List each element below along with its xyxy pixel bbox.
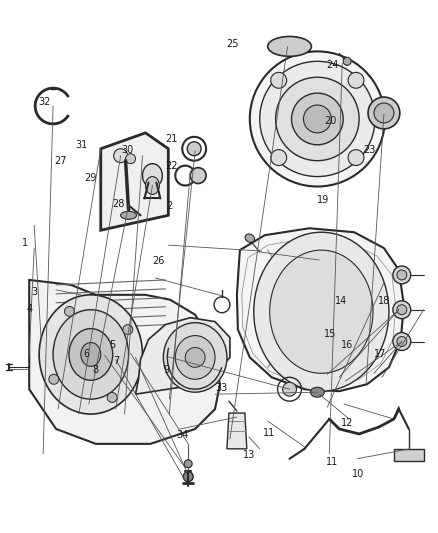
Ellipse shape <box>283 382 297 396</box>
Text: 19: 19 <box>317 195 329 205</box>
Ellipse shape <box>183 472 193 482</box>
Ellipse shape <box>120 212 137 219</box>
Ellipse shape <box>123 325 133 335</box>
Text: 32: 32 <box>39 98 51 107</box>
Ellipse shape <box>145 176 159 195</box>
Ellipse shape <box>276 77 359 160</box>
Ellipse shape <box>271 150 287 166</box>
Text: 8: 8 <box>92 365 98 375</box>
Text: 27: 27 <box>54 156 67 166</box>
Ellipse shape <box>292 93 343 145</box>
Text: 28: 28 <box>113 199 125 209</box>
Text: 23: 23 <box>363 145 375 155</box>
Ellipse shape <box>393 266 411 284</box>
Ellipse shape <box>343 58 351 65</box>
Ellipse shape <box>397 270 407 280</box>
Ellipse shape <box>270 250 373 373</box>
Ellipse shape <box>260 61 375 176</box>
Ellipse shape <box>53 310 129 399</box>
Polygon shape <box>227 413 247 449</box>
Polygon shape <box>135 318 230 394</box>
Ellipse shape <box>397 305 407 314</box>
Ellipse shape <box>64 306 74 317</box>
Text: 14: 14 <box>335 296 347 306</box>
Text: 17: 17 <box>374 349 386 359</box>
Ellipse shape <box>39 295 142 414</box>
Text: 9: 9 <box>164 365 170 375</box>
Text: 1: 1 <box>22 238 28 248</box>
Text: 26: 26 <box>152 256 164 266</box>
Text: 11: 11 <box>263 429 275 438</box>
Ellipse shape <box>348 72 364 88</box>
Ellipse shape <box>114 149 127 163</box>
Text: 34: 34 <box>176 430 188 440</box>
Text: 18: 18 <box>378 296 391 306</box>
Text: 21: 21 <box>165 134 177 144</box>
Text: 4: 4 <box>27 304 33 314</box>
Ellipse shape <box>397 336 407 346</box>
Ellipse shape <box>107 392 117 402</box>
Ellipse shape <box>126 154 135 164</box>
Ellipse shape <box>184 460 192 468</box>
Ellipse shape <box>393 333 411 351</box>
Text: 31: 31 <box>76 140 88 150</box>
Text: 16: 16 <box>341 340 353 350</box>
Ellipse shape <box>81 343 101 366</box>
Ellipse shape <box>311 387 324 397</box>
Ellipse shape <box>190 168 206 183</box>
Ellipse shape <box>142 164 162 188</box>
Ellipse shape <box>374 103 394 123</box>
Text: 33: 33 <box>215 383 227 393</box>
Text: 15: 15 <box>324 329 336 340</box>
Text: 10: 10 <box>352 469 364 479</box>
Ellipse shape <box>348 150 364 166</box>
Ellipse shape <box>271 72 287 88</box>
Text: 20: 20 <box>324 116 336 126</box>
Text: 11: 11 <box>326 457 338 467</box>
Text: 13: 13 <box>244 449 256 459</box>
Text: 24: 24 <box>326 60 338 70</box>
Text: 6: 6 <box>83 349 89 359</box>
Ellipse shape <box>368 97 400 129</box>
Ellipse shape <box>175 336 215 379</box>
Text: 12: 12 <box>341 418 353 428</box>
Ellipse shape <box>393 301 411 319</box>
Text: 30: 30 <box>121 145 134 155</box>
Polygon shape <box>394 449 424 461</box>
Text: 5: 5 <box>109 340 116 350</box>
Text: 3: 3 <box>31 287 37 297</box>
Polygon shape <box>101 133 168 230</box>
Polygon shape <box>29 280 220 444</box>
Ellipse shape <box>250 51 385 187</box>
Text: 29: 29 <box>85 173 97 182</box>
Ellipse shape <box>49 374 59 384</box>
Text: 25: 25 <box>226 39 238 49</box>
Ellipse shape <box>254 232 389 391</box>
Ellipse shape <box>187 142 201 156</box>
Text: 22: 22 <box>165 161 177 171</box>
Text: 2: 2 <box>166 200 172 211</box>
Ellipse shape <box>69 329 113 380</box>
Ellipse shape <box>304 105 331 133</box>
Ellipse shape <box>268 36 311 56</box>
Ellipse shape <box>185 348 205 367</box>
Ellipse shape <box>245 234 254 243</box>
Text: 7: 7 <box>113 356 120 366</box>
Ellipse shape <box>163 322 227 392</box>
Polygon shape <box>237 228 404 391</box>
